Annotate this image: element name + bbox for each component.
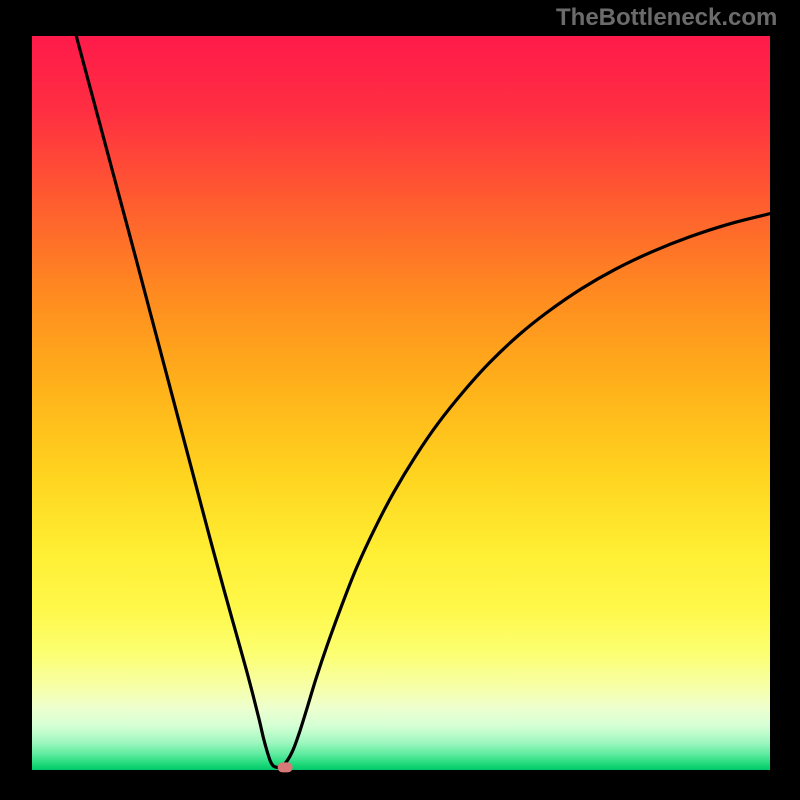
chart-svg (0, 0, 800, 800)
watermark-text: TheBottleneck.com (556, 4, 777, 32)
gradient-background (32, 36, 770, 770)
valley-marker (278, 762, 293, 772)
